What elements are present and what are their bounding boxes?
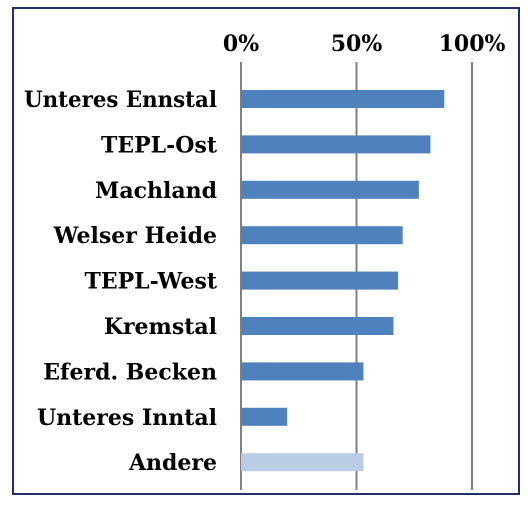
bar-welser-heide	[241, 226, 403, 245]
category-label: Welser Heide	[53, 223, 217, 249]
bar-kremstal	[241, 317, 394, 335]
category-label: Unteres Inntal	[37, 405, 217, 431]
x-tick-labels: 0% 50% 100%	[223, 31, 506, 57]
bar-eferd-becken	[241, 362, 364, 381]
category-label: TEPL-West	[84, 269, 217, 295]
bar-tepl-ost	[241, 135, 431, 154]
category-label: Machland	[95, 178, 217, 204]
bar-unteres-ennstal	[241, 90, 445, 108]
category-label: TEPL-Ost	[101, 132, 218, 158]
category-label: Kremstal	[104, 314, 217, 340]
bar-tepl-west	[241, 271, 399, 290]
x-tick-label: 50%	[331, 31, 383, 57]
category-labels: Unteres Ennstal TEPL-Ost Machland Welser He…	[24, 87, 218, 476]
bar-layer	[241, 90, 445, 472]
category-label: Andere	[128, 450, 217, 476]
bar-andere	[241, 453, 364, 472]
x-tick-label: 100%	[439, 31, 506, 57]
category-label: Eferd. Becken	[43, 359, 217, 385]
x-tick-label: 0%	[223, 31, 259, 57]
bar-unteres-inntal	[241, 407, 288, 426]
category-label: Unteres Ennstal	[24, 87, 217, 113]
bar-machland	[241, 180, 419, 199]
